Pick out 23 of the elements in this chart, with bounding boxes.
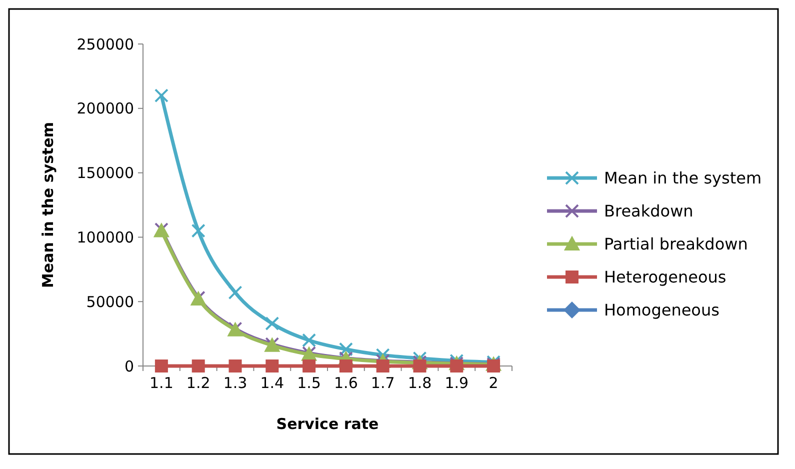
y-axis-title: Mean in the system xyxy=(39,122,57,288)
x-tick-label: 1.6 xyxy=(334,374,358,392)
y-tick-label: 0 xyxy=(124,357,134,376)
y-tick-label: 200000 xyxy=(76,100,134,118)
y-tick-label: 150000 xyxy=(76,164,134,182)
y-tick-label: 50000 xyxy=(86,292,134,311)
x-tick-label: 1.2 xyxy=(186,374,210,392)
legend-label: Heterogeneous xyxy=(604,268,726,287)
y-tick-label: 100000 xyxy=(76,228,134,246)
x-tick-label: 1.8 xyxy=(408,374,432,392)
y-tick-label: 250000 xyxy=(76,35,134,54)
x-tick-label: 1.1 xyxy=(150,374,174,392)
x-tick-label: 2 xyxy=(488,374,498,392)
x-tick-label: 1.7 xyxy=(370,374,395,392)
x-tick-label: 1.9 xyxy=(444,374,469,392)
legend-label: Mean in the system xyxy=(604,168,762,188)
x-axis-title: Service rate xyxy=(276,415,379,433)
x-tick-label: 1.5 xyxy=(297,374,321,392)
x-tick-label: 1.4 xyxy=(260,374,284,392)
legend-label: Partial breakdown xyxy=(604,234,748,254)
legend-label: Breakdown xyxy=(604,202,694,221)
legend-label: Homogeneous xyxy=(604,300,720,320)
x-tick-label: 1.3 xyxy=(223,374,248,392)
